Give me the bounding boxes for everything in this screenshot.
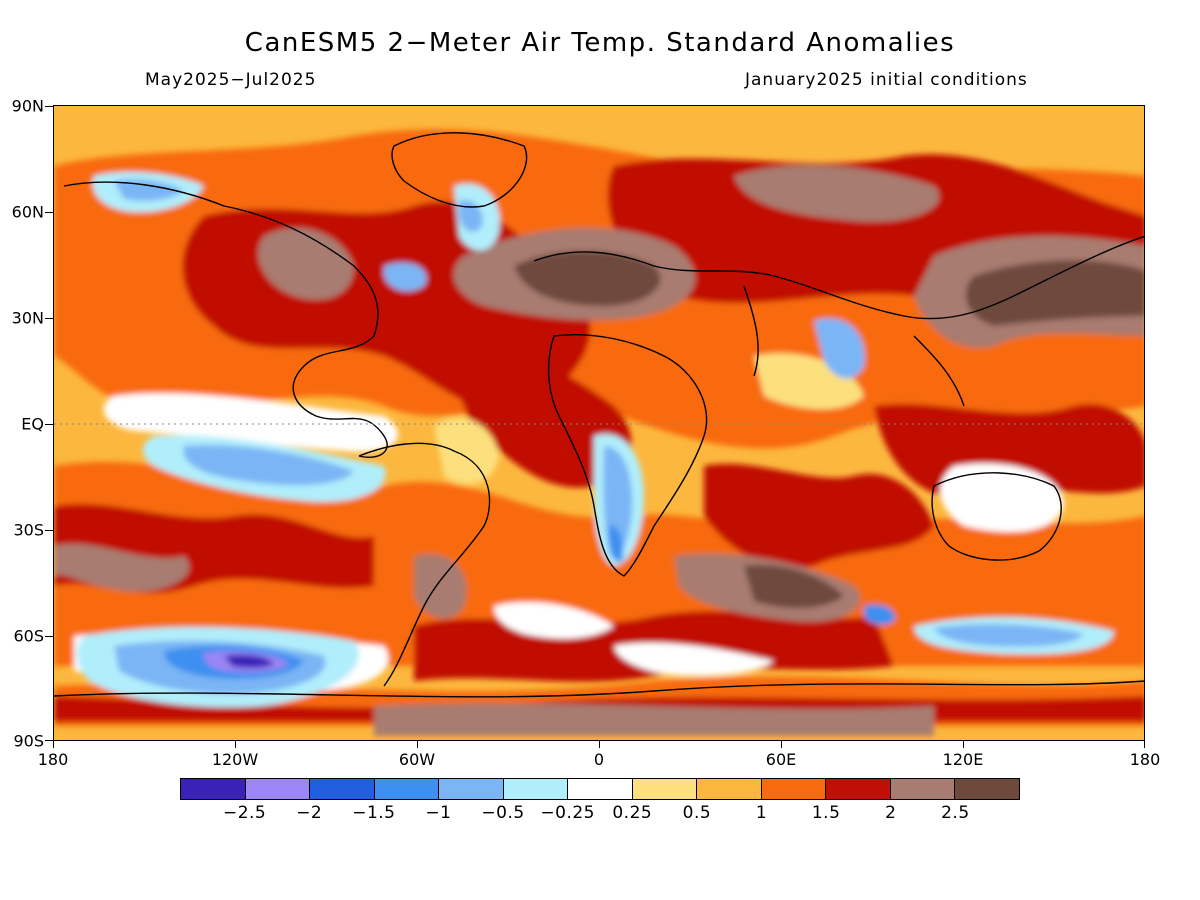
color-swatch xyxy=(826,779,891,799)
anomaly-map xyxy=(53,105,1145,741)
lat-tick xyxy=(45,424,53,425)
color-swatch xyxy=(632,779,698,799)
color-scale-label: 2.5 xyxy=(941,803,970,823)
lat-label-90s: 90S xyxy=(13,731,44,751)
color-scale-label: 0.5 xyxy=(682,803,712,823)
lat-label-90n: 90N xyxy=(11,96,44,116)
color-scale-label: −2.5 xyxy=(222,803,267,823)
color-scale-label: 1.5 xyxy=(811,803,841,823)
color-swatch xyxy=(245,779,311,799)
color-scale-label: −0.25 xyxy=(540,803,595,823)
color-swatch xyxy=(890,779,956,799)
lon-tick xyxy=(53,741,54,748)
lon-label-120e: 120E xyxy=(942,750,984,769)
lat-label-30s: 30S xyxy=(13,520,44,540)
lon-label-60e: 60E xyxy=(765,750,797,769)
color-swatch xyxy=(374,779,440,799)
lon-label-60w: 60W xyxy=(398,750,436,769)
forecast-period: May2025−Jul2025 xyxy=(145,70,317,90)
color-swatch xyxy=(181,779,246,799)
lat-label-60s: 60S xyxy=(13,626,44,646)
color-scale-label: 2 xyxy=(885,803,897,823)
color-swatch xyxy=(761,779,827,799)
lon-tick xyxy=(1144,741,1145,748)
lon-label-0: 0 xyxy=(593,750,605,769)
lon-tick xyxy=(599,741,600,748)
lon-tick xyxy=(235,741,236,748)
lon-tick xyxy=(781,741,782,748)
lat-tick xyxy=(45,106,53,107)
color-scale-label: −2 xyxy=(296,803,323,823)
lat-label-30n: 30N xyxy=(11,308,44,328)
lat-label-eq: EQ xyxy=(21,414,44,434)
lon-label-120w: 120W xyxy=(211,750,259,769)
lat-label-60n: 60N xyxy=(11,202,44,222)
color-swatch xyxy=(310,779,375,799)
color-swatch xyxy=(503,779,569,799)
color-scale-bar xyxy=(180,778,1020,800)
lon-tick xyxy=(417,741,418,748)
lon-label-180w: 180 xyxy=(37,750,69,769)
color-scale-label: −1.5 xyxy=(352,803,396,823)
map-title: CanESM5 2−Meter Air Temp. Standard Anoma… xyxy=(244,28,956,58)
color-scale-label: 1 xyxy=(755,803,768,823)
color-swatch xyxy=(697,779,762,799)
lon-tick xyxy=(963,741,964,748)
lat-tick xyxy=(45,318,53,319)
color-scale-label: 0.25 xyxy=(612,803,653,823)
color-swatch xyxy=(439,779,504,799)
lat-tick xyxy=(45,636,53,637)
anomaly-map-graphic xyxy=(54,106,1144,740)
lat-tick xyxy=(45,212,53,213)
lon-label-180e: 180 xyxy=(1129,750,1161,769)
lat-tick xyxy=(45,740,53,741)
color-swatch xyxy=(955,779,1019,799)
initial-conditions: January2025 initial conditions xyxy=(745,70,1028,90)
color-scale-label: −0.5 xyxy=(481,803,525,823)
color-scale-label: −1 xyxy=(425,803,452,823)
color-swatch xyxy=(568,779,633,799)
lat-tick xyxy=(45,530,53,531)
